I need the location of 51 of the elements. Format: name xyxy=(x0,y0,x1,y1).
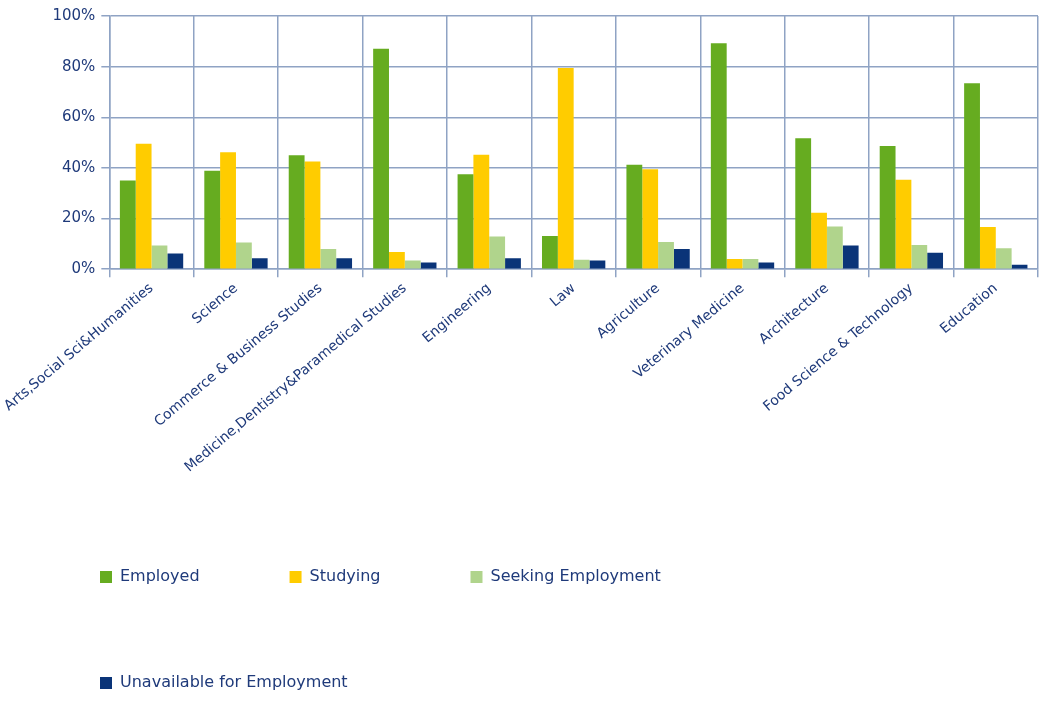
bar xyxy=(505,258,521,269)
bar xyxy=(489,236,506,269)
bar xyxy=(151,245,168,269)
bar xyxy=(204,170,221,269)
bar xyxy=(658,242,674,269)
bar xyxy=(135,143,152,269)
bar xyxy=(251,258,268,269)
bar xyxy=(388,251,405,269)
bar xyxy=(119,180,136,269)
bar xyxy=(589,260,606,269)
legend-label: Studying xyxy=(309,566,381,586)
bar xyxy=(879,146,896,269)
bar xyxy=(220,152,236,269)
bar xyxy=(842,245,859,269)
bar xyxy=(964,83,980,269)
bar xyxy=(473,154,490,269)
bar xyxy=(404,260,421,269)
bar xyxy=(542,235,558,269)
bar xyxy=(288,155,305,269)
bar xyxy=(320,248,337,269)
bar xyxy=(826,226,843,269)
y-tick-label: 40% xyxy=(61,157,96,176)
legend-label: Seeking Employment xyxy=(490,566,661,586)
bar xyxy=(642,169,659,269)
bar xyxy=(979,227,996,269)
legend-label: Unavailable for Employment xyxy=(120,672,348,692)
y-tick-label: 60% xyxy=(61,107,96,126)
bar xyxy=(457,174,474,269)
bar xyxy=(726,259,743,269)
bar xyxy=(895,179,912,269)
bar xyxy=(167,253,184,269)
bar xyxy=(235,242,252,269)
bar xyxy=(811,212,827,269)
bar xyxy=(557,67,574,269)
y-tick-label: 20% xyxy=(61,208,96,227)
bar xyxy=(336,258,353,269)
bar xyxy=(927,252,944,269)
y-tick-label: 80% xyxy=(61,56,96,75)
bar xyxy=(911,245,928,269)
y-tick-label: 0% xyxy=(71,259,96,278)
legend-label: Employed xyxy=(120,566,200,586)
bar xyxy=(673,248,690,269)
x-tick-label: Law xyxy=(546,279,578,310)
bar xyxy=(742,259,759,269)
bar xyxy=(795,138,812,269)
y-tick-label: 100% xyxy=(52,5,96,24)
bar xyxy=(304,161,321,269)
bar xyxy=(710,43,727,269)
bar xyxy=(373,48,389,269)
bar xyxy=(626,164,643,269)
bar xyxy=(995,248,1012,269)
